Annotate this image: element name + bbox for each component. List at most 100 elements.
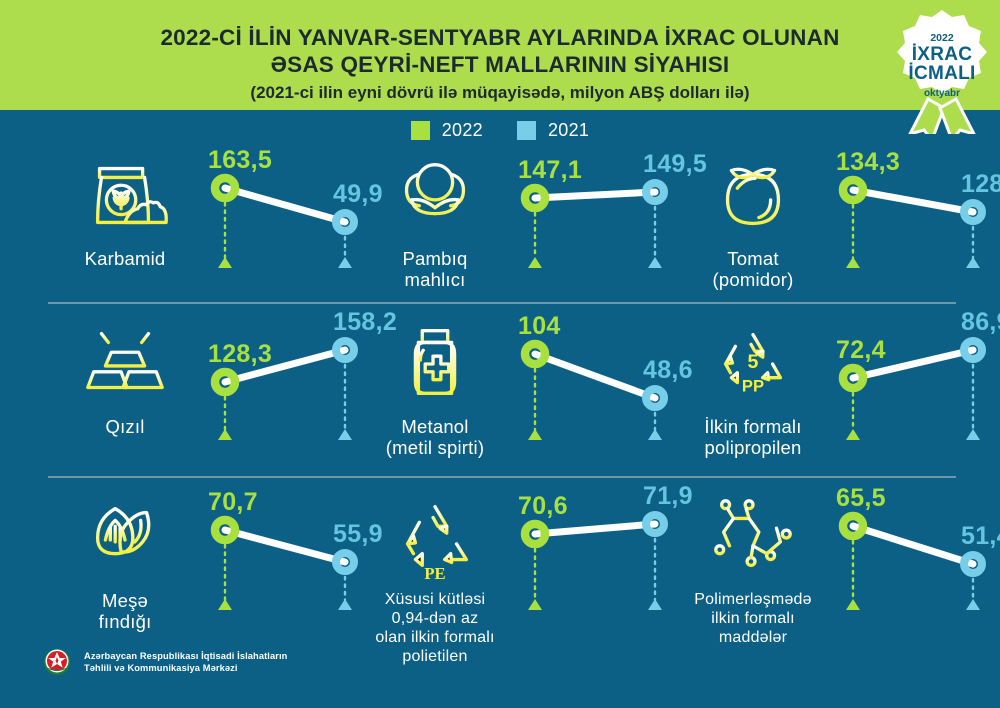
item-slope-chart: 70,6 71,9 [505, 482, 715, 629]
badge-year: 2022 [930, 32, 954, 44]
item-slope-chart: 70,7 55,9 [195, 488, 405, 629]
svg-text:PE: PE [424, 564, 445, 583]
value-2021: 128,2 [961, 170, 1000, 198]
item-caption-line1: Xüsusi kütləsi [384, 591, 486, 608]
value-2022: 128,3 [208, 340, 273, 368]
cotton-icon [404, 163, 466, 226]
connector-line [531, 520, 659, 538]
marker-2021 [960, 199, 986, 225]
marker-2021 [960, 551, 986, 577]
item-caption: Meşə fındığı [62, 590, 188, 632]
legend-swatch-2021 [517, 120, 536, 140]
connector-line [849, 522, 977, 568]
connector-line [531, 350, 659, 402]
item-slope-chart: 128,3 158,2 [195, 308, 405, 459]
marker-2021 [642, 179, 668, 205]
legend: 2022 2021 [0, 118, 1000, 142]
connector-line [221, 526, 349, 566]
tick-arrow-2021 [338, 599, 352, 610]
slope-graphic [520, 511, 668, 610]
value-2021: 51,4 [961, 522, 1000, 550]
page-title-line1: 2022-Cİ İLİN YANVAR-SENTYABR AYLARINDA İ… [160, 25, 840, 50]
value-2022: 70,6 [518, 492, 568, 520]
marker-2021 [332, 209, 358, 235]
tick-arrow-2021 [966, 599, 980, 610]
svg-text:PP: PP [742, 376, 764, 395]
svg-text:5: 5 [748, 351, 759, 373]
item-caption-line2: polipropilen [704, 437, 802, 458]
tick-arrow-2022 [846, 429, 860, 440]
item-icon-caption: Qızıl [62, 318, 188, 437]
item-caption: Pambıq mahlıcı [372, 248, 498, 290]
tick-arrow-2021 [648, 599, 662, 610]
recycle-pe-icon: PE [405, 505, 468, 583]
item-icon-caption: Polimerləşmədə ilkin formalı maddələr [690, 492, 816, 647]
row-divider-1 [48, 302, 956, 304]
tick-arrow-2021 [966, 257, 980, 268]
item-slope-chart: 134,3 128,2 [823, 148, 1000, 287]
badge-title-line2: İCMALI [908, 63, 976, 84]
value-2022: 163,5 [208, 146, 273, 174]
badge-month: oktyabr [923, 88, 961, 99]
slope-graphic [520, 339, 668, 440]
item-slope-chart: 147,1 149,5 [505, 150, 715, 287]
marker-2022 [520, 183, 550, 213]
title-block: 2022-Cİ İLİN YANVAR-SENTYABR AYLARINDA İ… [0, 24, 1000, 105]
marker-2022 [520, 339, 550, 369]
marker-2021 [960, 337, 986, 363]
item-caption: Karbamid [62, 248, 188, 269]
item-slope-chart: 104 48,6 [505, 312, 715, 459]
item-caption-line2: 0,94-dən az [391, 610, 479, 627]
item-caption-line2: (metil spirti) [385, 437, 485, 458]
connector-line [221, 184, 349, 226]
tomato-icon [725, 164, 781, 226]
marker-2022 [838, 511, 868, 541]
tick-arrow-2022 [528, 257, 542, 268]
page-subtitle: (2021-ci ilin eyni dövrü ilə müqayisədə,… [250, 83, 750, 102]
item-caption-line2: (pomidor) [712, 269, 794, 290]
item-caption-line2: mahlıcı [404, 269, 466, 290]
item-icon-caption: Tomat (pomidor) [690, 150, 816, 290]
value-2021: 158,2 [333, 308, 398, 336]
page-title-line2: ƏSAS QEYRİ-NEFT MALLARININ SİYAHISI [270, 52, 730, 77]
item-caption: Metanol (metil spirti) [372, 416, 498, 458]
item-caption-line1: Qızıl [105, 416, 145, 437]
footer-text: Azərbaycan Respublikası İqtisadi İslahat… [84, 650, 287, 674]
slope-graphic [210, 337, 358, 440]
slope-graphic [838, 511, 986, 610]
connector-line [531, 188, 659, 202]
tick-arrow-2021 [648, 257, 662, 268]
tick-arrow-2021 [338, 429, 352, 440]
value-2021: 149,5 [643, 150, 708, 178]
item-caption: İlkin formalı polipropilen [690, 416, 816, 458]
medicine-bottle-icon [413, 329, 457, 396]
value-2022: 70,7 [208, 488, 258, 516]
gold-bars-icon [86, 324, 164, 390]
item-caption-line3: olan ilkin formalı [375, 629, 495, 646]
marker-2022 [210, 173, 240, 203]
connector-line [849, 186, 977, 216]
value-2022: 147,1 [518, 156, 583, 184]
item-icon-caption: 5 PP İlkin formalı polipropilen [690, 318, 816, 458]
footer: Azərbaycan Respublikası İqtisadi İslahat… [40, 645, 287, 679]
tick-arrow-2021 [966, 429, 980, 440]
badge-star-icon [897, 10, 987, 134]
item-caption-line1: Polimerləşmədə [694, 591, 812, 608]
tick-arrow-2021 [648, 429, 662, 440]
legend-item-2022: 2022 [410, 120, 483, 141]
tick-arrow-2022 [846, 257, 860, 268]
tick-arrow-2022 [846, 599, 860, 610]
item-caption-line3: maddələr [718, 629, 788, 646]
footer-line2: Təhlili və Kommunikasiya Mərkəzi [84, 663, 238, 673]
ixrac-icmali-badge: 2022 İXRAC İCMALI oktyabr [890, 4, 994, 134]
marker-2021 [332, 337, 358, 363]
value-2021: 71,9 [643, 482, 693, 510]
item-slope-chart: 72,4 86,9 [823, 308, 1000, 459]
item-caption-line1: Tomat [727, 248, 779, 269]
item-icon-caption: Pambıq mahlıcı [372, 150, 498, 290]
value-2021: 48,6 [643, 356, 693, 384]
item-icon-caption: Metanol (metil spirti) [372, 318, 498, 458]
item-caption: Xüsusi kütləsi 0,94-dən az olan ilkin form… [372, 590, 498, 666]
slope-graphic [838, 175, 986, 268]
item-caption: Tomat (pomidor) [690, 248, 816, 290]
